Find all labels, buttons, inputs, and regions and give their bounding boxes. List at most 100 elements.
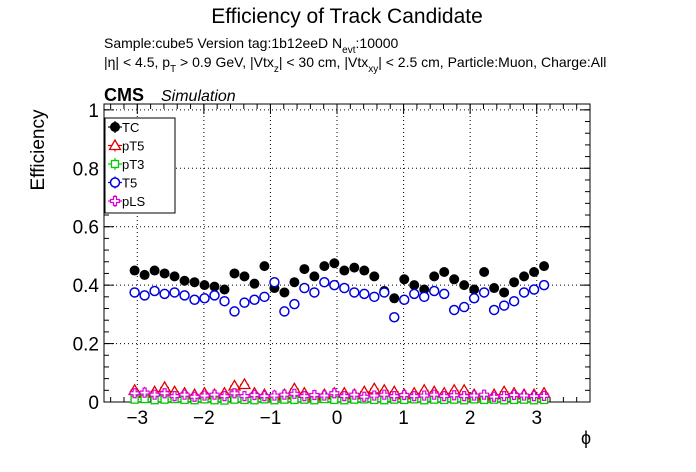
data-point xyxy=(209,389,220,400)
point-marker xyxy=(479,389,490,400)
data-point xyxy=(529,266,540,277)
point-marker xyxy=(499,287,510,298)
data-point xyxy=(429,271,440,282)
point-marker xyxy=(279,389,290,400)
data-point xyxy=(359,265,370,276)
data-point xyxy=(369,271,380,282)
data-point xyxy=(289,298,300,310)
point-marker xyxy=(299,391,310,402)
point-marker xyxy=(149,265,160,276)
point-marker xyxy=(209,281,220,292)
data-point xyxy=(249,389,260,401)
data-point xyxy=(509,389,520,401)
data-point xyxy=(229,388,240,399)
point-marker xyxy=(458,301,470,313)
data-point xyxy=(329,388,340,399)
data-point xyxy=(389,391,400,402)
point-marker xyxy=(329,258,340,269)
data-point xyxy=(488,304,500,316)
point-marker xyxy=(229,306,240,317)
legend-entry-pt5: pT5 xyxy=(108,139,144,154)
data-point xyxy=(369,390,380,401)
data-point xyxy=(130,395,139,404)
point-marker xyxy=(219,391,230,402)
data-point xyxy=(149,285,160,297)
data-point xyxy=(129,287,140,298)
data-point xyxy=(139,387,150,398)
point-marker xyxy=(419,390,430,401)
point-marker xyxy=(139,269,150,280)
point-marker xyxy=(219,284,230,295)
point-marker xyxy=(369,390,380,401)
point-marker xyxy=(209,389,220,400)
data-point xyxy=(189,391,200,402)
data-point xyxy=(469,390,480,401)
subtitle-line-2-part-5: xy xyxy=(368,64,378,75)
point-marker xyxy=(359,288,370,300)
data-point xyxy=(259,291,270,303)
data-point xyxy=(499,287,510,298)
point-marker xyxy=(189,294,200,305)
legend-marker xyxy=(109,177,121,188)
point-marker xyxy=(199,293,210,304)
data-point xyxy=(458,301,470,313)
data-point xyxy=(229,268,240,279)
data-point xyxy=(169,391,180,402)
data-point xyxy=(169,271,180,282)
data-point xyxy=(159,288,170,300)
point-marker xyxy=(528,391,540,402)
point-marker xyxy=(159,288,170,300)
x-tick-label: −3 xyxy=(126,408,148,429)
data-point xyxy=(438,288,450,300)
data-point xyxy=(289,277,300,288)
point-marker xyxy=(289,277,300,288)
point-marker xyxy=(538,390,550,401)
point-marker xyxy=(399,274,410,285)
data-point xyxy=(139,269,150,280)
y-tick-label: 0 xyxy=(88,393,99,414)
subtitle-line-2-part-0: |η| < 4.5, p xyxy=(104,54,170,70)
data-point xyxy=(319,261,330,272)
data-point xyxy=(468,293,480,304)
data-point xyxy=(419,390,430,401)
data-point xyxy=(408,288,420,300)
series-t5 xyxy=(129,276,550,323)
legend-entry-pt3: pT3 xyxy=(108,157,144,172)
data-point xyxy=(229,306,240,317)
point-marker xyxy=(509,277,520,288)
point-marker xyxy=(179,290,190,301)
x-axis-label: ϕ xyxy=(581,428,591,448)
point-marker xyxy=(459,391,470,402)
data-point xyxy=(269,390,280,401)
point-marker xyxy=(319,261,330,272)
data-point xyxy=(179,290,190,301)
point-marker xyxy=(189,277,200,288)
point-marker xyxy=(449,274,460,285)
data-point xyxy=(219,284,230,295)
point-marker xyxy=(149,389,160,400)
point-marker xyxy=(199,390,210,401)
point-marker xyxy=(489,283,500,294)
subtitle-line-2: |η| < 4.5, pT > 0.9 GeV, |Vtxz| < 30 cm,… xyxy=(104,54,606,75)
point-marker xyxy=(379,389,390,400)
subtitle-line-2-part-4: | < 30 cm, |Vtx xyxy=(279,54,368,70)
legend-label: pT5 xyxy=(122,139,144,154)
data-point xyxy=(329,279,340,291)
point-marker xyxy=(498,300,510,311)
data-point xyxy=(459,391,470,402)
data-point xyxy=(349,287,360,298)
x-tick-label: 2 xyxy=(465,408,476,429)
data-point xyxy=(249,294,260,305)
data-point xyxy=(428,285,440,297)
data-point xyxy=(279,389,290,400)
point-marker xyxy=(319,276,330,288)
data-point xyxy=(509,277,520,288)
data-point xyxy=(239,391,250,402)
point-marker xyxy=(489,391,500,402)
point-marker xyxy=(479,266,490,277)
point-marker xyxy=(279,287,290,298)
data-point xyxy=(429,389,440,400)
point-marker xyxy=(239,297,250,308)
legend-marker xyxy=(110,122,120,132)
point-marker xyxy=(289,388,300,399)
